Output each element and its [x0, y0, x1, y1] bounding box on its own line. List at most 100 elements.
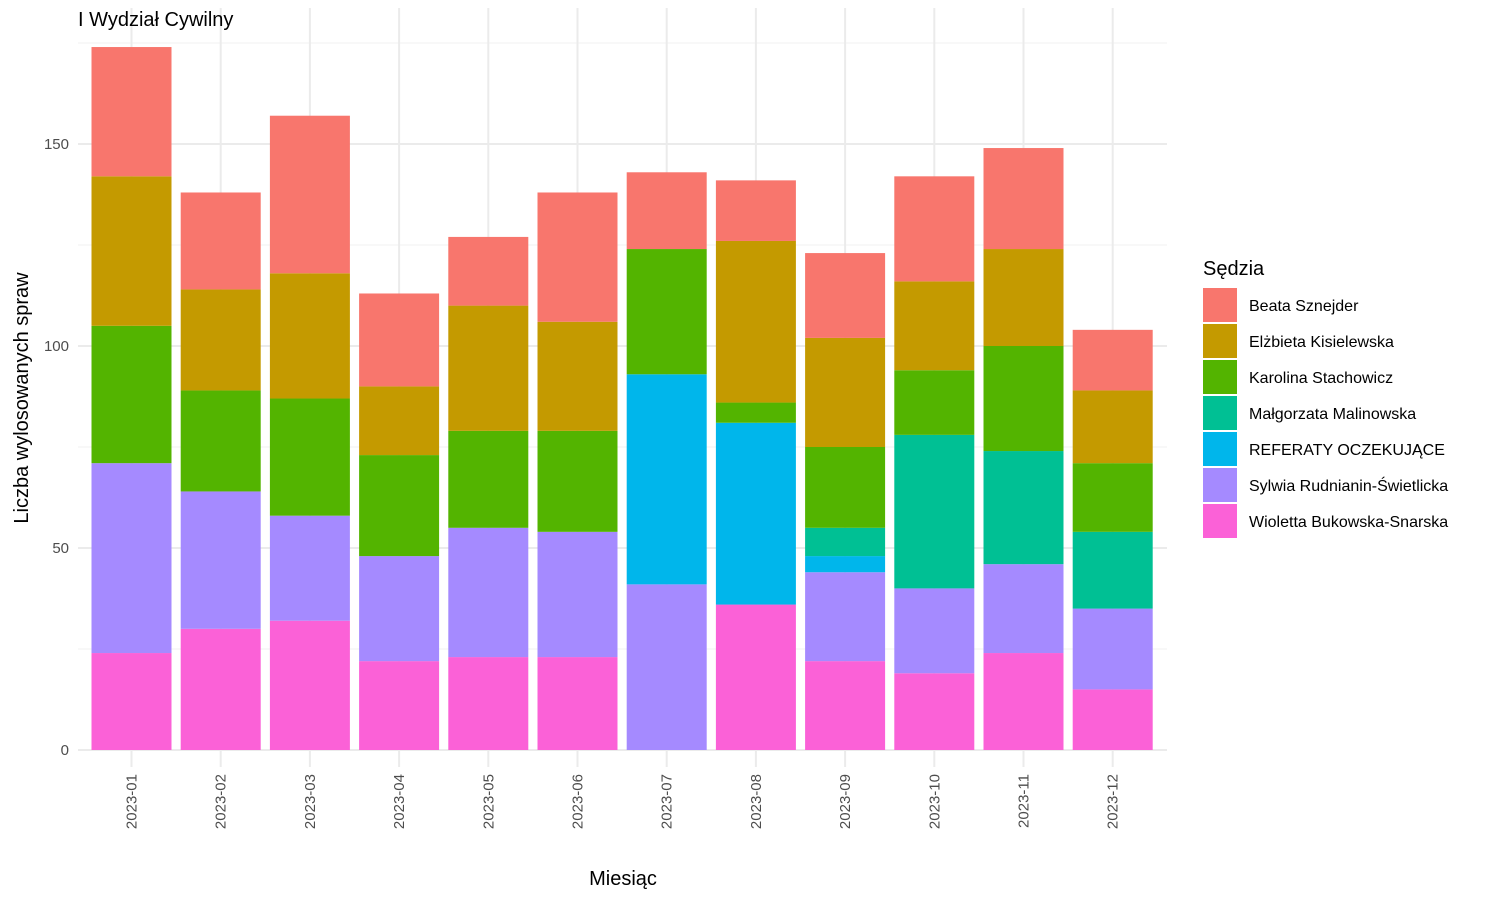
bar-segment	[894, 281, 975, 371]
bars	[91, 47, 1153, 750]
legend-key	[1203, 360, 1237, 394]
bar-segment	[180, 192, 261, 290]
x-tick-label: 2023-05	[480, 774, 497, 829]
bar-segment	[91, 47, 172, 177]
bar-segment	[91, 176, 172, 326]
bar-segment	[894, 588, 975, 674]
bar-segment	[448, 236, 529, 306]
chart-title: I Wydział Cywilny	[78, 9, 233, 31]
bar-segment	[805, 337, 886, 447]
bar-segment	[359, 661, 440, 750]
bar-segment	[91, 463, 172, 654]
legend-label: Beata Sznejder	[1249, 298, 1359, 315]
x-tick-label: 2023-08	[748, 774, 765, 829]
bar-segment	[537, 657, 618, 750]
bar-segment	[805, 447, 886, 528]
bar-segment	[1072, 463, 1153, 532]
bar-segment	[448, 527, 529, 658]
bar-segment	[983, 249, 1064, 346]
y-axis-ticks: 0 50 100 150	[44, 136, 69, 759]
bar-segment	[805, 661, 886, 750]
y-tick-label: 100	[44, 338, 69, 355]
bar-segment	[537, 430, 618, 532]
bar-segment	[180, 390, 261, 492]
y-tick-label: 150	[44, 136, 69, 153]
bar-segment	[91, 325, 172, 464]
legend: Sędzia Beata Sznejder Elżbieta Kisielewsk…	[1203, 258, 1448, 538]
x-tick-label: 2023-04	[391, 774, 408, 829]
legend-label: Karolina Stachowicz	[1249, 370, 1393, 387]
bar-segment	[1072, 390, 1153, 464]
x-tick-label: 2023-10	[926, 774, 943, 829]
bar-segment	[894, 176, 975, 282]
bar-segment	[180, 628, 261, 750]
x-tick-label: 2023-07	[659, 774, 676, 829]
x-tick-label: 2023-11	[1016, 774, 1033, 828]
bar-segment	[448, 657, 529, 750]
bar-segment	[537, 531, 618, 658]
bar-segment	[805, 556, 886, 573]
bar-segment	[715, 604, 796, 750]
legend-key	[1203, 468, 1237, 502]
x-tick-label: 2023-03	[302, 774, 319, 829]
bar-segment	[626, 584, 707, 750]
bar-segment	[983, 653, 1064, 750]
bar-segment	[983, 346, 1064, 452]
bar-segment	[180, 289, 261, 391]
bar-segment	[805, 572, 886, 662]
x-tick-label: 2023-09	[837, 774, 854, 829]
bar-segment	[805, 253, 886, 338]
bar-segment	[626, 249, 707, 375]
bar-segment	[983, 451, 1064, 565]
legend-key	[1203, 288, 1237, 322]
bar-segment	[715, 180, 796, 241]
bar-segment	[626, 374, 707, 585]
legend-label: Małgorzata Malinowska	[1249, 406, 1416, 423]
bar-segment	[269, 115, 350, 274]
bar-segment	[1072, 531, 1153, 609]
bar-segment	[180, 491, 261, 629]
x-tick-label: 2023-12	[1105, 774, 1122, 829]
bar-segment	[626, 172, 707, 250]
bar-segment	[805, 527, 886, 557]
y-axis-title: Liczba wylosowanych spraw	[11, 272, 33, 524]
bar-segment	[1072, 608, 1153, 690]
legend-key	[1203, 396, 1237, 430]
legend-label: REFERATY OCZEKUJĄCE	[1249, 442, 1445, 459]
legend-key	[1203, 432, 1237, 466]
bar-segment	[269, 515, 350, 621]
legend-title: Sędzia	[1203, 258, 1265, 280]
bar-segment	[894, 673, 975, 750]
legend-key	[1203, 324, 1237, 358]
bar-segment	[983, 564, 1064, 654]
bar-segment	[359, 293, 440, 387]
y-tick-label: 0	[61, 742, 69, 759]
x-axis-ticks: 2023-01 2023-02 2023-03 2023-04 2023-05 2023-…	[124, 774, 1122, 829]
x-tick-label: 2023-02	[213, 774, 230, 829]
bar-segment	[894, 434, 975, 589]
legend-label: Sylwia Rudnianin-Świetlicka	[1249, 476, 1448, 495]
bar-segment	[448, 305, 529, 431]
bar-segment	[537, 321, 618, 431]
bar-segment	[1072, 689, 1153, 750]
bar-segment	[537, 192, 618, 322]
bar-segment	[359, 386, 440, 456]
legend-label: Elżbieta Kisielewska	[1249, 334, 1394, 351]
x-axis-title: Miesiąc	[589, 868, 657, 890]
bar-segment	[448, 430, 529, 528]
bar-segment	[269, 620, 350, 750]
x-tick-label: 2023-01	[124, 774, 141, 829]
legend-key	[1203, 504, 1237, 538]
bar-segment	[359, 556, 440, 662]
bar-segment	[91, 653, 172, 750]
bar-segment	[894, 370, 975, 435]
bar-segment	[269, 273, 350, 399]
bar-segment	[715, 240, 796, 403]
x-tick-label: 2023-06	[570, 774, 587, 829]
bar-segment	[269, 398, 350, 516]
bar-segment	[715, 402, 796, 423]
bar-segment	[1072, 329, 1153, 391]
bar-segment	[359, 455, 440, 557]
legend-label: Wioletta Bukowska-Snarska	[1249, 514, 1448, 531]
